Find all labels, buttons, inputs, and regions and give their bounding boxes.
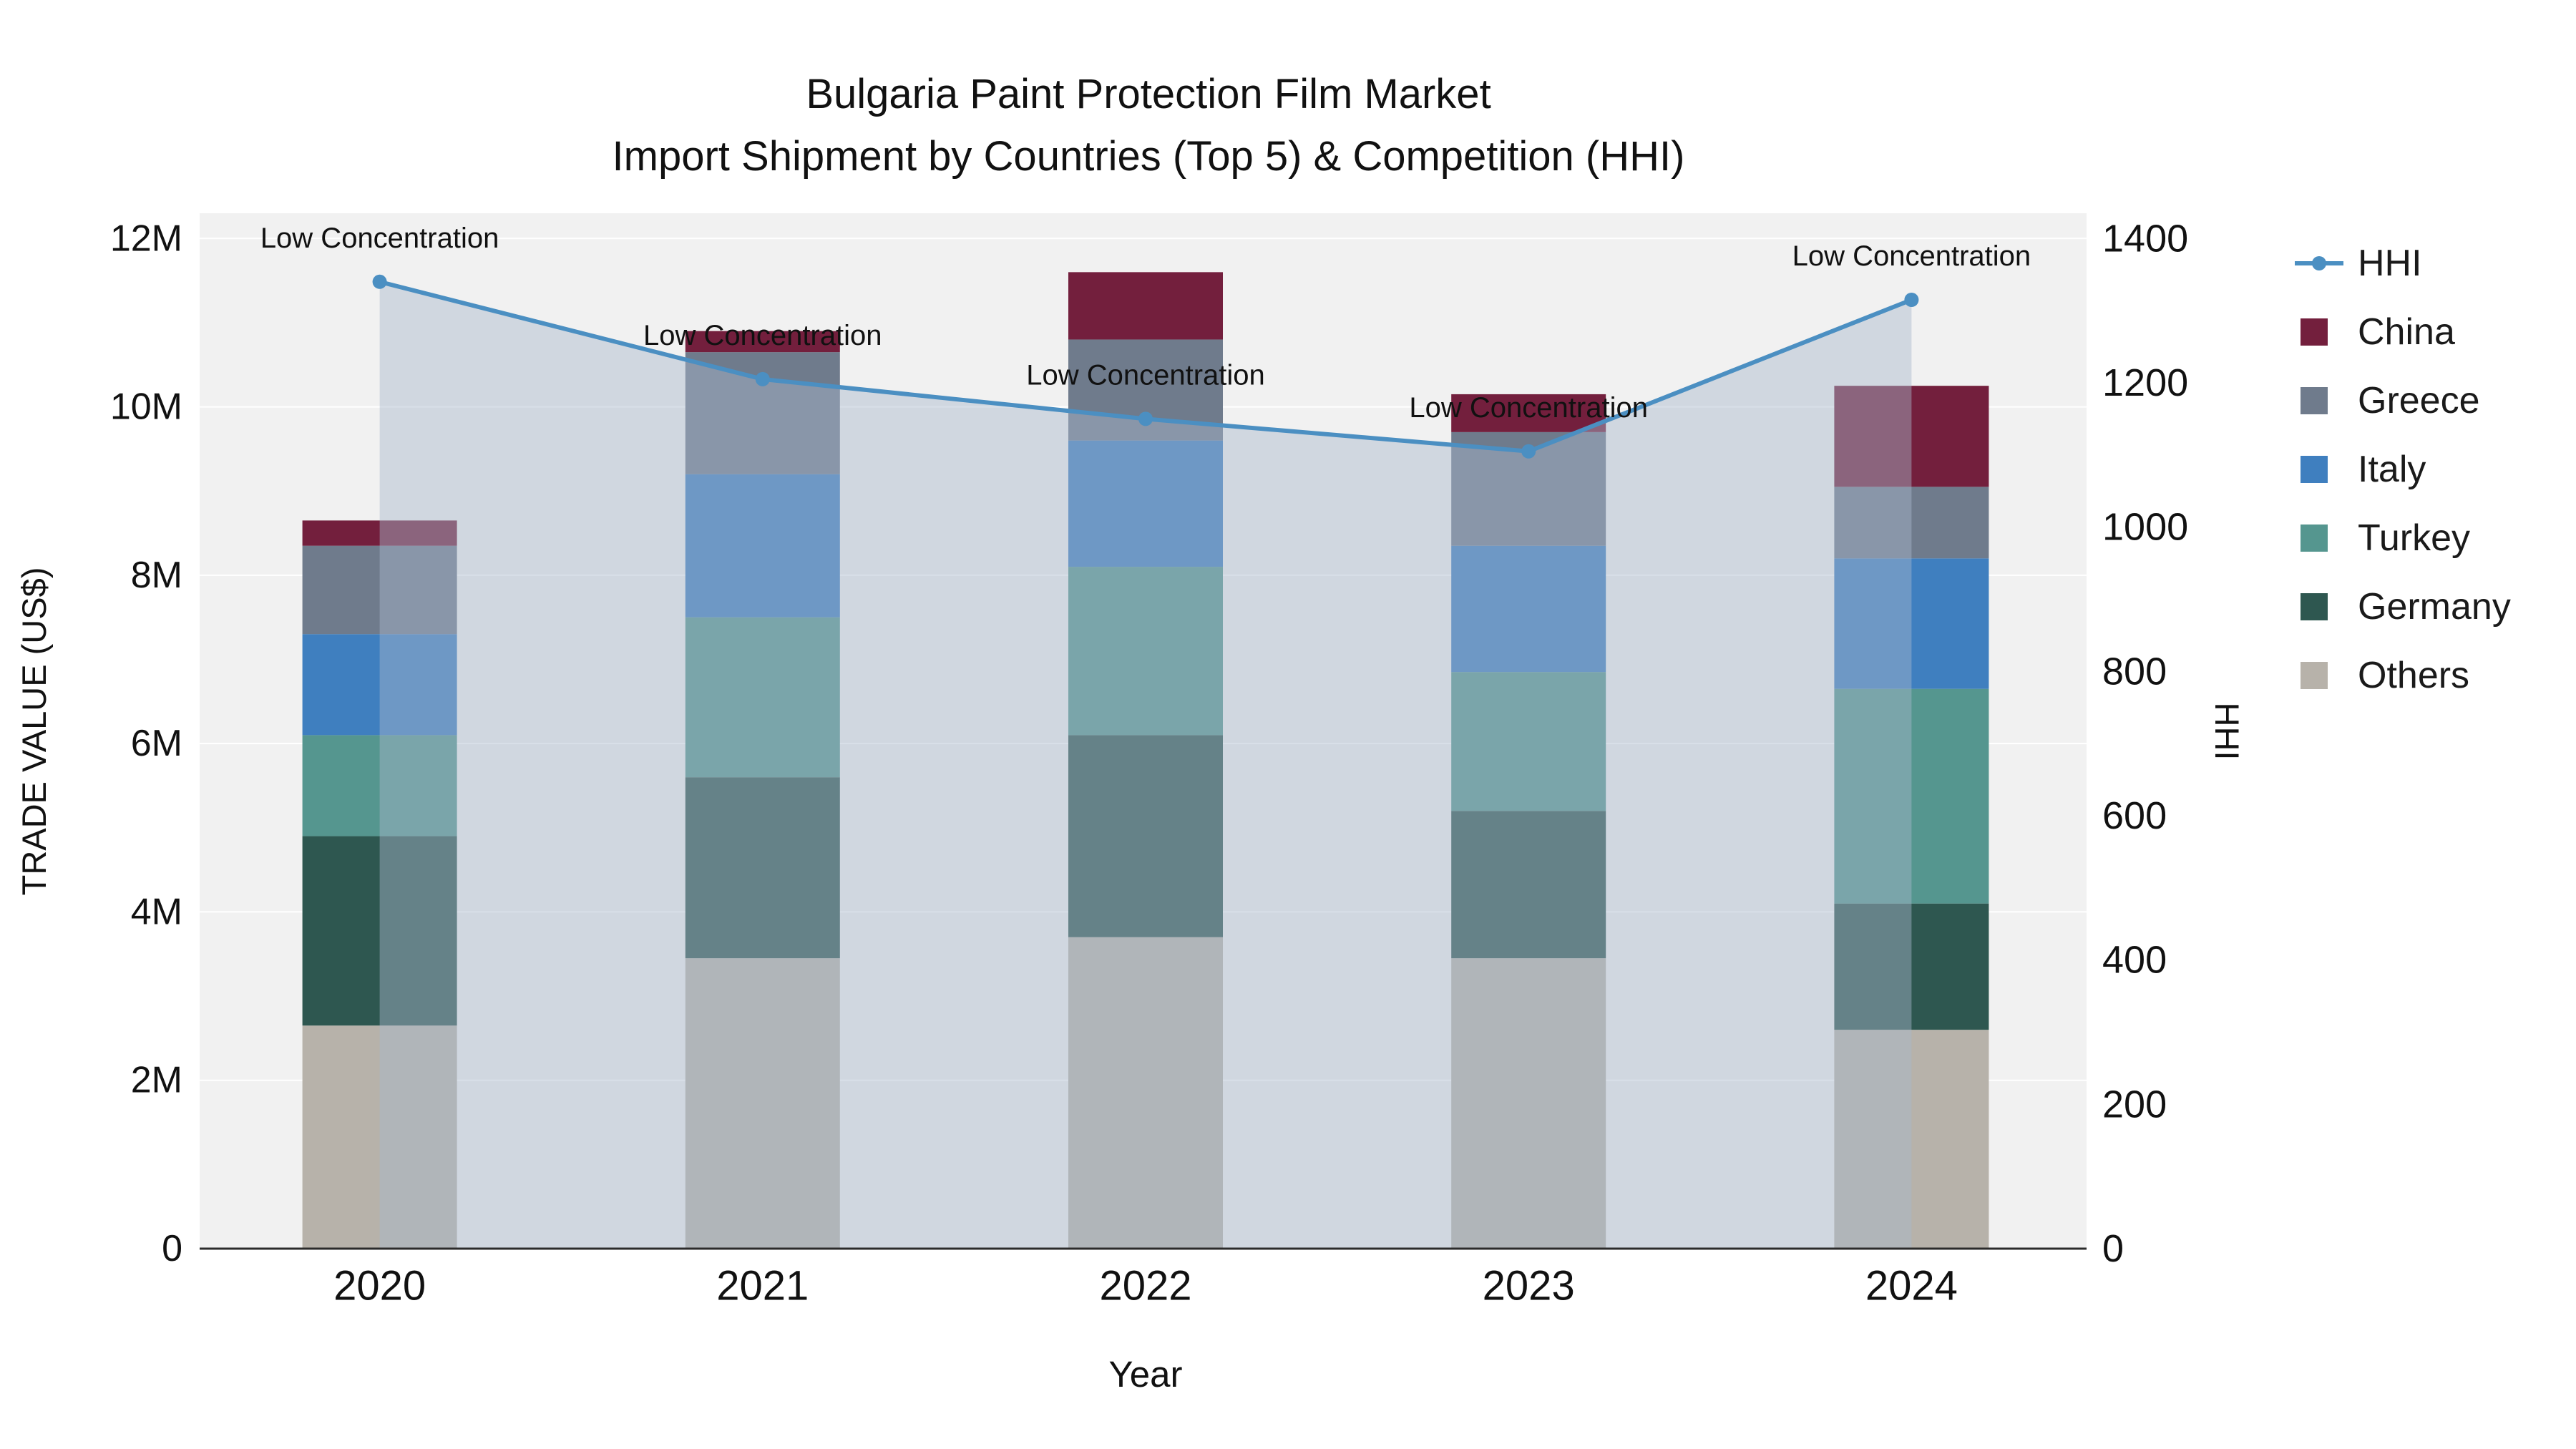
- greece-legend-swatch-icon: [2293, 386, 2345, 415]
- legend-label: HHI: [2358, 243, 2422, 284]
- hhi-area-fill: [379, 281, 1912, 1249]
- chart-root: 0 2M 4M 6M 8M 10M 12M 0 200 400 600 800 1000 1200 1400…: [110, 213, 2188, 1309]
- y-right-tick-label: 1000: [2102, 506, 2188, 549]
- bar-segment-others[interactable]: [302, 1025, 457, 1249]
- annotation-low-concentration: Low Concentration: [260, 223, 499, 254]
- y-right-tick-label: 1200: [2102, 361, 2188, 404]
- legend-item-germany[interactable]: Germany: [2293, 585, 2511, 628]
- bar-segment-germany[interactable]: [685, 777, 840, 959]
- legend-label: Others: [2358, 655, 2470, 696]
- y-right-tick-label: 0: [2102, 1227, 2124, 1270]
- bar-segment-germany[interactable]: [1451, 811, 1606, 959]
- bar-segment-china[interactable]: [685, 331, 840, 353]
- legend-item-turkey[interactable]: Turkey: [2293, 517, 2511, 560]
- x-tick-label: 2024: [1865, 1263, 1958, 1309]
- annotation-low-concentration: Low Concentration: [643, 320, 882, 351]
- bar-segment-china[interactable]: [1068, 272, 1223, 340]
- y-left-tick-label: 6M: [131, 723, 182, 764]
- bar-segment-china[interactable]: [1834, 386, 1989, 487]
- hhi-marker[interactable]: [372, 274, 387, 289]
- chart-title-line1: Bulgaria Paint Protection Film Market: [806, 71, 1491, 117]
- bar-segment-germany[interactable]: [302, 836, 457, 1026]
- y-left-tick-label: 0: [162, 1228, 182, 1269]
- x-tick-label: 2020: [333, 1263, 426, 1309]
- bar-segment-others[interactable]: [1068, 937, 1223, 1249]
- italy-legend-swatch-icon: [2293, 455, 2345, 484]
- legend-item-hhi[interactable]: HHI: [2293, 242, 2511, 285]
- others-legend-swatch-icon: [2293, 661, 2345, 690]
- legend-label: Greece: [2358, 380, 2480, 421]
- y-right-tick-label: 200: [2102, 1083, 2167, 1126]
- y-left-tick-label: 4M: [131, 891, 182, 932]
- bar-segment-italy[interactable]: [1068, 440, 1223, 567]
- bar-segment-italy[interactable]: [1451, 545, 1606, 673]
- annotation-low-concentration: Low Concentration: [1409, 392, 1648, 424]
- hhi-legend-line-icon: [2293, 249, 2345, 278]
- bar-segment-china[interactable]: [302, 520, 457, 546]
- y-right-tick-label: 400: [2102, 939, 2167, 982]
- bar-segment-turkey[interactable]: [302, 735, 457, 836]
- legend-label: Italy: [2358, 449, 2426, 490]
- y-left-tick-label: 12M: [110, 218, 182, 259]
- china-legend-swatch-icon: [2293, 318, 2345, 346]
- y-left-tick-label: 8M: [131, 555, 182, 596]
- hhi-marker[interactable]: [755, 371, 770, 386]
- legend-label: Germany: [2358, 586, 2511, 628]
- bar-segment-turkey[interactable]: [1068, 567, 1223, 736]
- legend-item-china[interactable]: China: [2293, 311, 2511, 353]
- x-tick-label: 2022: [1099, 1263, 1191, 1309]
- x-tick-label: 2023: [1483, 1263, 1575, 1309]
- legend-item-italy[interactable]: Italy: [2293, 448, 2511, 491]
- bar-segment-china[interactable]: [1451, 394, 1606, 432]
- x-tick-label: 2021: [716, 1263, 809, 1309]
- bar-segment-greece[interactable]: [302, 545, 457, 635]
- y-right-axis-title: HHI: [2208, 703, 2246, 761]
- bar-segment-others[interactable]: [1451, 958, 1606, 1249]
- legend-item-greece[interactable]: Greece: [2293, 379, 2511, 422]
- legend: HHI China Greece Italy Turkey Germany Others: [2293, 242, 2511, 697]
- hhi-marker[interactable]: [1138, 411, 1153, 426]
- legend-label: Turkey: [2358, 517, 2470, 559]
- bar-segment-turkey[interactable]: [1834, 688, 1989, 904]
- legend-label: China: [2358, 311, 2455, 353]
- y-left-tick-label: 10M: [110, 386, 182, 428]
- y-left-tick-label: 2M: [131, 1060, 182, 1101]
- bar-segment-others[interactable]: [685, 958, 840, 1249]
- bar-segment-germany[interactable]: [1834, 903, 1989, 1030]
- bar-segment-italy[interactable]: [1834, 558, 1989, 689]
- hhi-marker[interactable]: [1521, 444, 1536, 459]
- bar-segment-greece[interactable]: [1834, 487, 1989, 559]
- chart-title-line2: Import Shipment by Countries (Top 5) & C…: [612, 133, 1685, 180]
- x-axis-title: Year: [1108, 1354, 1182, 1395]
- y-left-axis-title: TRADE VALUE (US$): [15, 567, 53, 896]
- germany-legend-swatch-icon: [2293, 592, 2345, 621]
- y-right-tick-label: 1400: [2102, 217, 2188, 260]
- bar-segment-germany[interactable]: [1068, 735, 1223, 937]
- annotation-low-concentration: Low Concentration: [1792, 240, 2031, 272]
- bar-segment-italy[interactable]: [685, 474, 840, 618]
- chart-title: Bulgaria Paint Protection Film Market Im…: [0, 63, 2297, 187]
- legend-item-others[interactable]: Others: [2293, 654, 2511, 697]
- bar-segment-turkey[interactable]: [1451, 672, 1606, 811]
- y-right-tick-label: 800: [2102, 650, 2167, 693]
- bar-segment-turkey[interactable]: [685, 617, 840, 778]
- y-right-tick-label: 600: [2102, 794, 2167, 837]
- bar-segment-italy[interactable]: [302, 634, 457, 736]
- hhi-marker[interactable]: [1904, 293, 1919, 308]
- bar-segment-others[interactable]: [1834, 1030, 1989, 1249]
- annotation-low-concentration: Low Concentration: [1026, 359, 1265, 391]
- turkey-legend-swatch-icon: [2293, 524, 2345, 552]
